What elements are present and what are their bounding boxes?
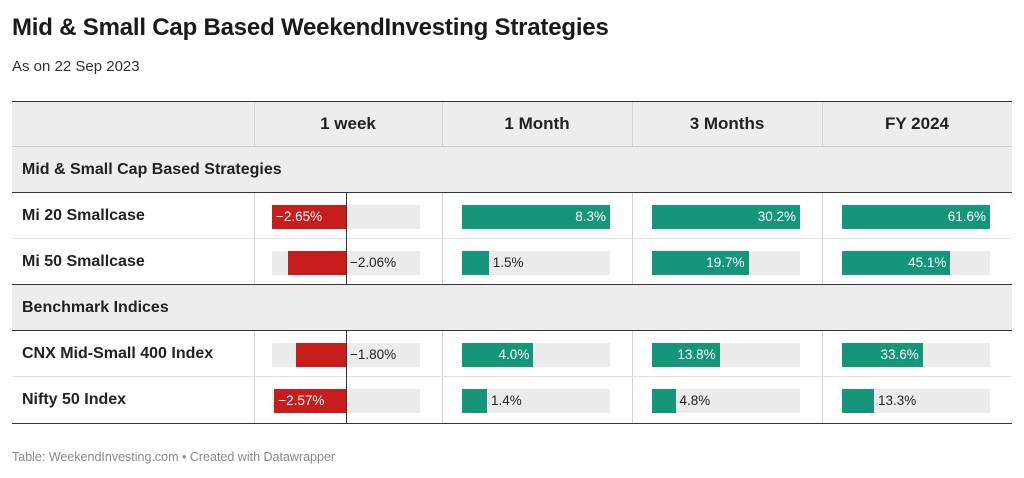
- bar-cell: 33.6%: [842, 343, 990, 367]
- source-footer: Table: WeekendInvesting.com • Created wi…: [12, 450, 336, 464]
- bar-cell: −1.80%: [272, 331, 420, 377]
- bar-cell: 19.7%: [652, 251, 800, 275]
- bar-cell: 30.2%: [652, 205, 800, 229]
- bar-cell: 1.4%: [462, 389, 610, 413]
- column-divider: [632, 331, 633, 376]
- data-label: 30.2%: [757, 209, 796, 224]
- data-label: −2.65%: [276, 209, 323, 224]
- table-row: Mi 50 Smallcase −2.06% 1.5% 19.7% 45.1%: [12, 239, 1012, 285]
- data-label: 4.8%: [679, 393, 711, 408]
- bar-cell: 1.5%: [462, 251, 610, 275]
- column-header-3-months: 3 Months: [689, 114, 765, 133]
- bar-mark: [272, 205, 346, 229]
- zero-line: [346, 193, 347, 239]
- column-divider: [254, 102, 255, 146]
- bar-mark: [652, 389, 676, 413]
- bar-mark: [842, 389, 874, 413]
- column-divider: [254, 377, 255, 423]
- column-divider: [254, 193, 255, 238]
- bar-mark: [462, 343, 534, 367]
- group-header: Benchmark Indices: [12, 285, 1012, 331]
- data-label: 45.1%: [908, 255, 947, 270]
- column-divider: [442, 193, 443, 238]
- table-header: 1 week 1 Month 3 Months FY 2024: [12, 102, 1012, 147]
- table-row: CNX Mid-Small 400 Index −1.80% 4.0% 13.8% 33…: [12, 331, 1012, 377]
- bar-mark: [462, 389, 487, 413]
- bar-cell: 13.3%: [842, 389, 990, 413]
- column-divider: [822, 102, 823, 146]
- row-label: Mi 50 Smallcase: [22, 253, 145, 270]
- data-label: 13.3%: [877, 393, 917, 408]
- bar-mark: [274, 389, 346, 413]
- data-label: −1.80%: [350, 347, 397, 362]
- column-divider: [632, 193, 633, 238]
- data-label: 61.6%: [947, 209, 986, 224]
- row-label: CNX Mid-Small 400 Index: [22, 345, 214, 362]
- bar-mark: [652, 343, 720, 367]
- column-divider: [822, 239, 823, 284]
- chart-title: Mid & Small Cap Based WeekendInvesting S…: [12, 14, 609, 41]
- column-divider: [442, 331, 443, 376]
- group-label: Mid & Small Cap Based Strategies: [22, 161, 282, 178]
- zero-line: [346, 377, 347, 423]
- column-divider: [822, 331, 823, 376]
- data-label: 1.4%: [490, 393, 522, 408]
- bar-cell: 13.8%: [652, 343, 800, 367]
- data-label: −2.57%: [278, 393, 325, 408]
- table-row: Nifty 50 Index −2.57% 1.4% 4.8% 13.3%: [12, 377, 1012, 423]
- bar-cell: 8.3%: [462, 205, 610, 229]
- group-label: Benchmark Indices: [22, 299, 169, 316]
- zero-line: [346, 239, 347, 285]
- row-label: Mi 20 Smallcase: [22, 207, 145, 224]
- data-label: −2.06%: [350, 255, 397, 270]
- table-row: Mi 20 Smallcase −2.65% 8.3% 30.2% 61.6%: [12, 193, 1012, 239]
- column-header-1-week: 1 week: [320, 114, 376, 133]
- column-divider: [442, 377, 443, 423]
- column-divider: [442, 102, 443, 146]
- bar-mark: [842, 205, 990, 229]
- column-divider: [442, 239, 443, 284]
- data-label: 4.0%: [498, 347, 530, 362]
- bar-cell: 4.0%: [462, 343, 610, 367]
- row-label: Nifty 50 Index: [22, 391, 127, 408]
- bar-mark: [288, 251, 346, 275]
- column-divider: [632, 102, 633, 146]
- column-divider: [254, 331, 255, 376]
- data-table: 1 week 1 Month 3 Months FY 2024 Mid & Small …: [12, 101, 1012, 424]
- bar-mark: [842, 251, 951, 275]
- column-divider: [632, 239, 633, 284]
- bar-mark: [652, 205, 800, 229]
- zero-line: [346, 331, 347, 377]
- bar-mark: [842, 343, 923, 367]
- group-header: Mid & Small Cap Based Strategies: [12, 147, 1012, 193]
- column-divider: [254, 239, 255, 284]
- bar-mark: [462, 251, 489, 275]
- bar-cell: 61.6%: [842, 205, 990, 229]
- column-header-1-month: 1 Month: [504, 114, 570, 133]
- chart-subtitle: As on 22 Sep 2023: [12, 58, 140, 75]
- data-label: 8.3%: [575, 209, 606, 224]
- data-label: 1.5%: [492, 255, 524, 270]
- bar-mark: [652, 251, 749, 275]
- bar-mark: [295, 343, 346, 367]
- column-header-fy-2024: FY 2024: [885, 114, 949, 133]
- data-label: 33.6%: [880, 347, 919, 362]
- bar-cell: −2.06%: [272, 239, 420, 285]
- bar-cell: 45.1%: [842, 251, 990, 275]
- data-label: 19.7%: [706, 255, 745, 270]
- bar-mark: [462, 205, 610, 229]
- bar-cell: −2.57%: [272, 377, 420, 423]
- column-divider: [822, 193, 823, 238]
- column-divider: [632, 377, 633, 423]
- data-label: 13.8%: [677, 347, 716, 362]
- bar-cell: −2.65%: [272, 193, 420, 239]
- column-divider: [822, 377, 823, 423]
- bar-cell: 4.8%: [652, 389, 800, 413]
